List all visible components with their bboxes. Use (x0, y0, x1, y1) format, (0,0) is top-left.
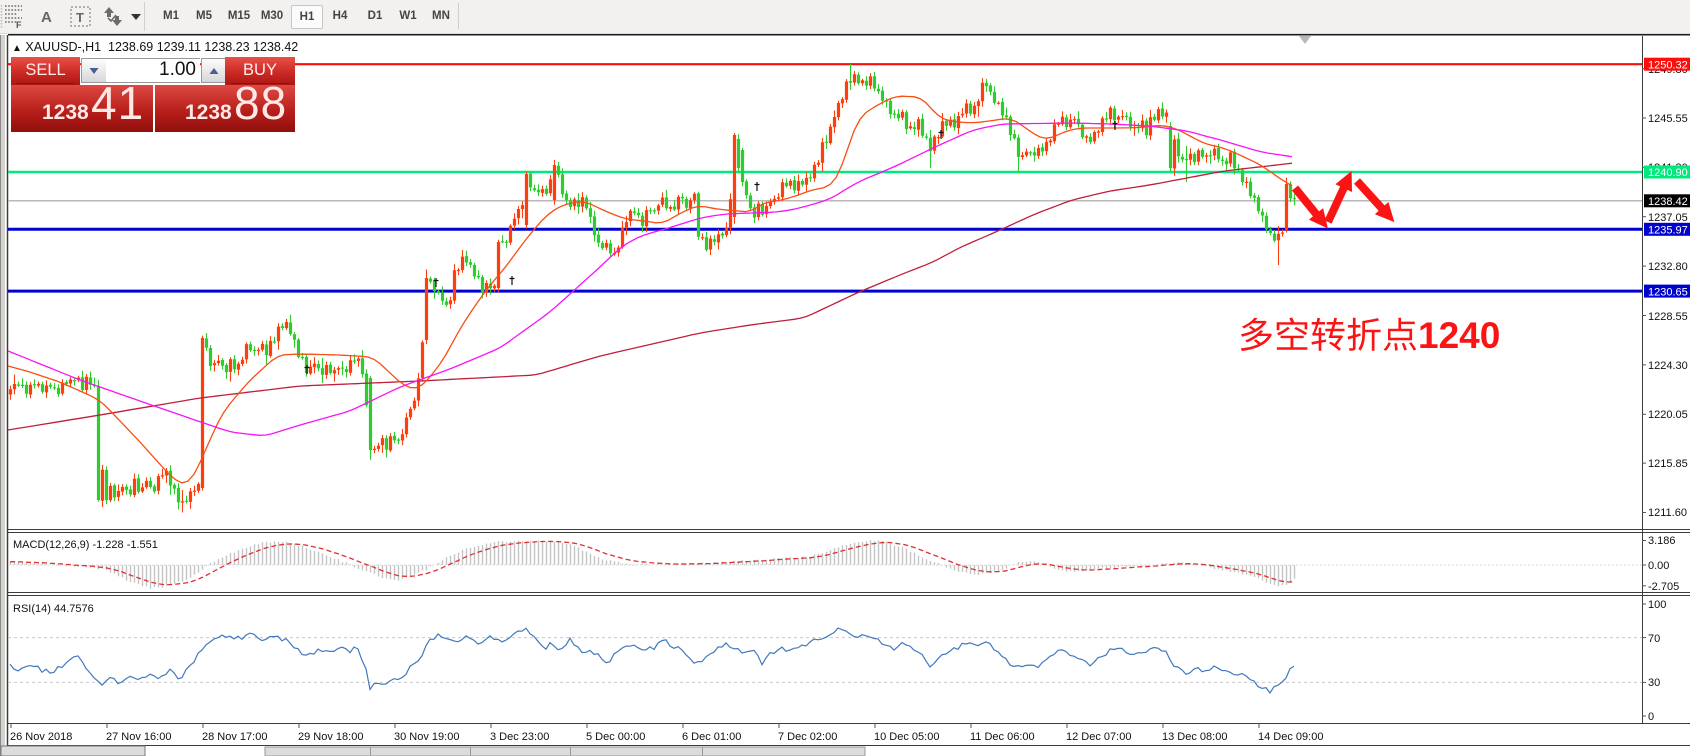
svg-text:1240.90: 1240.90 (1648, 167, 1688, 179)
svg-text:3 Dec 23:00: 3 Dec 23:00 (490, 731, 549, 743)
svg-text:70: 70 (1648, 633, 1660, 645)
svg-text:-2.705: -2.705 (1648, 581, 1679, 593)
svg-text:1250.32: 1250.32 (1648, 59, 1688, 71)
svg-text:MACD(12,26,9) -1.228 -1.551: MACD(12,26,9) -1.228 -1.551 (13, 539, 158, 551)
svg-text:5 Dec 00:00: 5 Dec 00:00 (586, 731, 645, 743)
svg-text:F: F (16, 20, 22, 30)
svg-text:26 Nov 2018: 26 Nov 2018 (10, 731, 72, 743)
svg-text:1237.05: 1237.05 (1648, 212, 1688, 224)
svg-text:1230.65: 1230.65 (1648, 286, 1688, 298)
svg-text:1224.30: 1224.30 (1648, 360, 1688, 372)
svg-text:6 Dec 01:00: 6 Dec 01:00 (682, 731, 741, 743)
svg-text:14 Dec 09:00: 14 Dec 09:00 (1258, 731, 1323, 743)
svg-text:1240: 1240 (1418, 315, 1500, 356)
svg-text:100: 100 (1648, 599, 1666, 611)
svg-text:13 Dec 08:00: 13 Dec 08:00 (1162, 731, 1227, 743)
svg-text:1232.80: 1232.80 (1648, 261, 1688, 273)
svg-text:1228.55: 1228.55 (1648, 311, 1688, 323)
svg-text:29 Nov 18:00: 29 Nov 18:00 (298, 731, 363, 743)
svg-text:0: 0 (1648, 711, 1654, 723)
svg-text:T: T (76, 10, 84, 25)
svg-text:10 Dec 05:00: 10 Dec 05:00 (874, 731, 939, 743)
svg-text:RSI(14) 44.7576: RSI(14) 44.7576 (13, 603, 94, 615)
svg-text:30 Nov 19:00: 30 Nov 19:00 (394, 731, 459, 743)
svg-text:1245.55: 1245.55 (1648, 113, 1688, 125)
svg-text:7 Dec 02:00: 7 Dec 02:00 (778, 731, 837, 743)
svg-text:27 Nov 16:00: 27 Nov 16:00 (106, 731, 171, 743)
svg-text:28 Nov 17:00: 28 Nov 17:00 (202, 731, 267, 743)
svg-text:0.00: 0.00 (1648, 560, 1669, 572)
svg-text:30: 30 (1648, 677, 1660, 689)
svg-text:3.186: 3.186 (1648, 535, 1676, 547)
svg-text:1238.42: 1238.42 (1648, 196, 1688, 208)
svg-text:1220.05: 1220.05 (1648, 409, 1688, 421)
svg-text:A: A (41, 9, 52, 26)
svg-text:1235.97: 1235.97 (1648, 225, 1688, 237)
svg-text:1215.85: 1215.85 (1648, 458, 1688, 470)
svg-text:11 Dec 06:00: 11 Dec 06:00 (970, 731, 1035, 743)
svg-text:12 Dec 07:00: 12 Dec 07:00 (1066, 731, 1131, 743)
svg-text:1211.60: 1211.60 (1648, 507, 1687, 519)
